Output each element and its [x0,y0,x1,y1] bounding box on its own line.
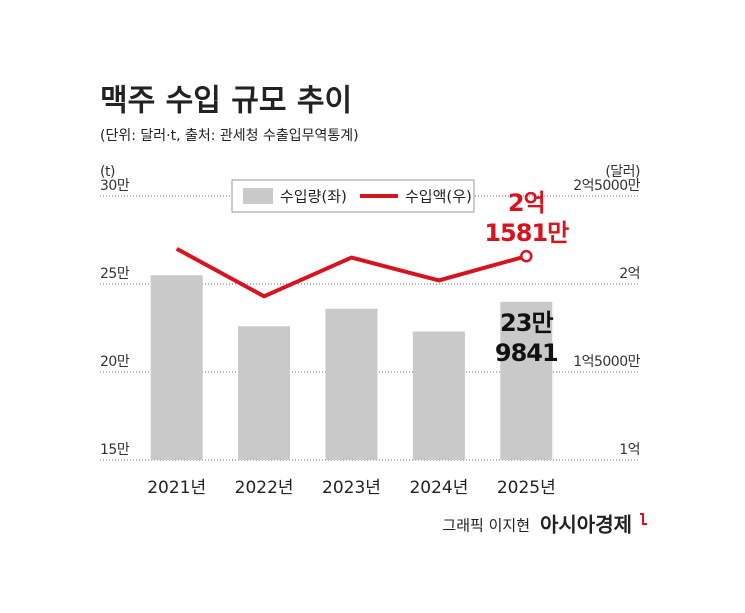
publisher: 아시아경제 [540,513,632,537]
value-label: 9841 [495,339,558,367]
legend: 수입량(좌) 수입액(우) [231,179,475,213]
y-axis-label: (t) [100,164,115,180]
credit: 그래픽 이지현 [442,517,530,535]
line-end-marker [520,249,533,263]
y-tick-label: 25만 [100,266,130,282]
bar [238,326,291,460]
y2-axis-label: (달러) [605,164,640,180]
y2-tick-label: 1억 [619,442,640,458]
logo-mark [640,513,647,525]
subtitle: (단위: 달러·t, 출처: 관세청 수출입무역통계) [100,128,359,144]
value-label: 23만 [500,309,553,337]
line [175,247,527,299]
x-tick-label: 2024년 [409,478,468,498]
y2-tick-label: 2억5000만 [573,178,640,194]
y-tick-label: 30만 [100,178,130,194]
y2-tick-label: 2억 [619,266,640,282]
bar [325,308,378,460]
title: 맥주 수입 규모 추이 [100,84,352,119]
legend-box [231,179,475,213]
x-tick-label: 2023년 [322,478,381,498]
bar [412,331,465,460]
legend-label: 수입량(좌) [280,188,347,206]
x-tick-label: 2021년 [147,478,206,498]
bar [150,275,203,460]
value-label: 2억 [508,189,545,217]
y2-tick-label: 1억5000만 [573,354,640,370]
legend-swatch [243,188,273,204]
x-tick-label: 2022년 [235,478,294,498]
x-tick-label: 2025년 [497,478,556,498]
legend-label: 수입액(우) [405,188,472,206]
bar [500,301,553,460]
y-tick-label: 15만 [100,442,130,458]
y-tick-label: 20만 [100,354,130,370]
value-label: 1581만 [484,219,569,247]
